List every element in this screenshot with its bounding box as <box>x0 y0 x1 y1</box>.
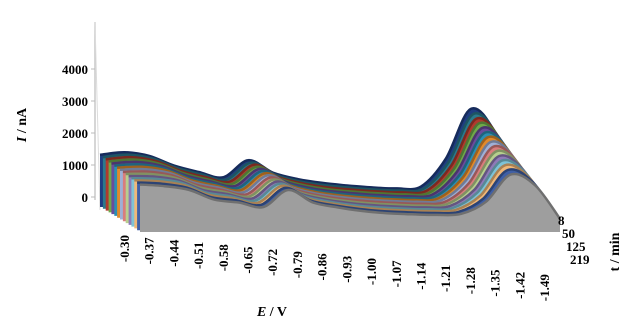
back-wall-line <box>94 21 101 211</box>
y-tick-label: 3000 <box>62 94 88 109</box>
x-tick-label: -0.30 <box>117 235 132 262</box>
z-tick-label: 219 <box>570 252 590 267</box>
y-tick-label: 1000 <box>62 158 88 173</box>
x-tick-label: -1.35 <box>488 269 503 297</box>
y-tick-label: 0 <box>82 190 89 205</box>
series-edge-10 <box>125 149 547 211</box>
series-edge-11 <box>128 154 550 213</box>
x-tick-label: -1.00 <box>364 258 379 285</box>
x-tick-label: -0.93 <box>339 255 354 283</box>
series-edge-14 <box>137 168 559 218</box>
z-tick-label: 125 <box>566 239 586 254</box>
x-tick-label: -0.37 <box>142 237 157 265</box>
series-ribbons <box>99 107 562 232</box>
series-edge-9 <box>122 144 544 209</box>
x-tick-label: -1.07 <box>389 260 404 288</box>
series-edge-13 <box>134 163 556 216</box>
x-tick-label: -1.49 <box>537 274 552 302</box>
x-tick-label: -1.28 <box>463 267 478 295</box>
series-edge-12 <box>131 158 553 215</box>
x-tick-label: -1.14 <box>413 262 428 290</box>
series-edge-1 <box>99 107 522 195</box>
series-edge-15 <box>139 172 562 220</box>
z-tick-label: 50 <box>562 226 575 241</box>
y-tick-labels: 0 1000 2000 3000 4000 <box>62 62 95 205</box>
x-tick-label: -0.44 <box>166 239 181 267</box>
x-tick-label: -0.79 <box>290 251 305 279</box>
y-tick-label: 2000 <box>62 126 88 141</box>
x-tick-label: -0.86 <box>315 253 330 281</box>
series-ribbon-15 <box>140 173 560 232</box>
z-axis-label: t / min <box>608 232 623 271</box>
z-tick-label: 8 <box>558 213 565 228</box>
x-tick-label: -0.58 <box>216 244 231 272</box>
x-tick-labels: -0.30 -0.37 -0.44 -0.51 -0.58 -0.65 -0.72 -0.79… <box>117 235 552 301</box>
y-tick-label: 4000 <box>62 62 88 77</box>
series-edge-8 <box>119 140 542 207</box>
x-axis-label: E / V <box>256 305 287 320</box>
series-edge-5 <box>111 126 533 202</box>
x-tick-label: -1.42 <box>512 272 527 299</box>
series-edge-7 <box>117 135 539 206</box>
x-tick-label: -0.72 <box>265 249 280 276</box>
x-tick-label: -0.65 <box>240 246 255 274</box>
x-tick-label: -1.21 <box>438 265 453 292</box>
x-tick-label: -0.51 <box>191 242 206 269</box>
y-axis-label: I / nA <box>15 107 30 143</box>
